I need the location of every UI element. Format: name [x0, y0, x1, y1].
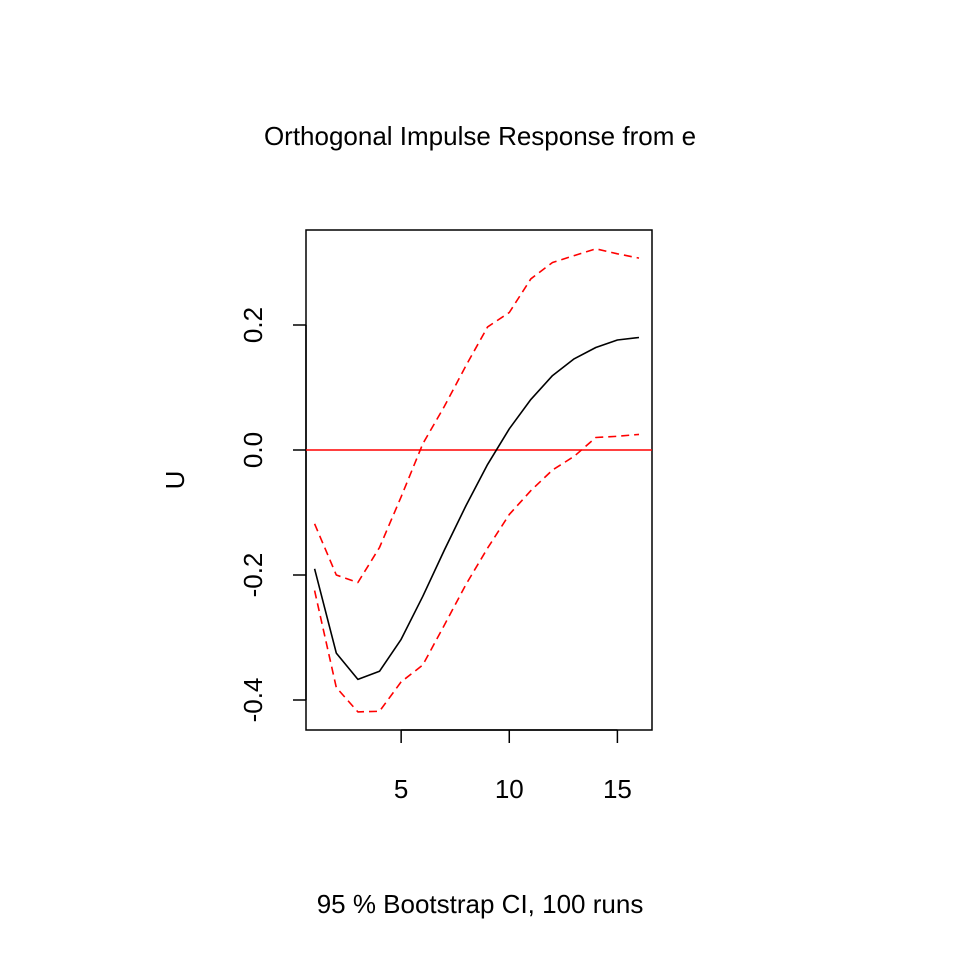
x-axis: 5 10 15 — [394, 729, 632, 804]
y-axis-label: U — [160, 471, 190, 490]
chart-title: Orthogonal Impulse Response from e — [264, 121, 696, 151]
y-axis: -0.4 -0.2 0.0 0.2 — [238, 307, 307, 723]
series-line-lower — [313, 433, 640, 713]
x-tick-label: 5 — [394, 774, 408, 804]
y-tick-label: 0.2 — [238, 307, 268, 343]
y-tick-label: 0.0 — [238, 432, 268, 468]
y-tick-label: -0.4 — [238, 678, 268, 723]
bootstrap-ci-caption: 95 % Bootstrap CI, 100 runs — [317, 889, 644, 919]
series-line-response — [313, 336, 640, 681]
plot-area — [306, 248, 652, 713]
x-tick-label: 10 — [495, 774, 524, 804]
y-tick-label: -0.2 — [238, 553, 268, 598]
series-line-upper — [313, 248, 640, 584]
x-tick-label: 15 — [603, 774, 632, 804]
